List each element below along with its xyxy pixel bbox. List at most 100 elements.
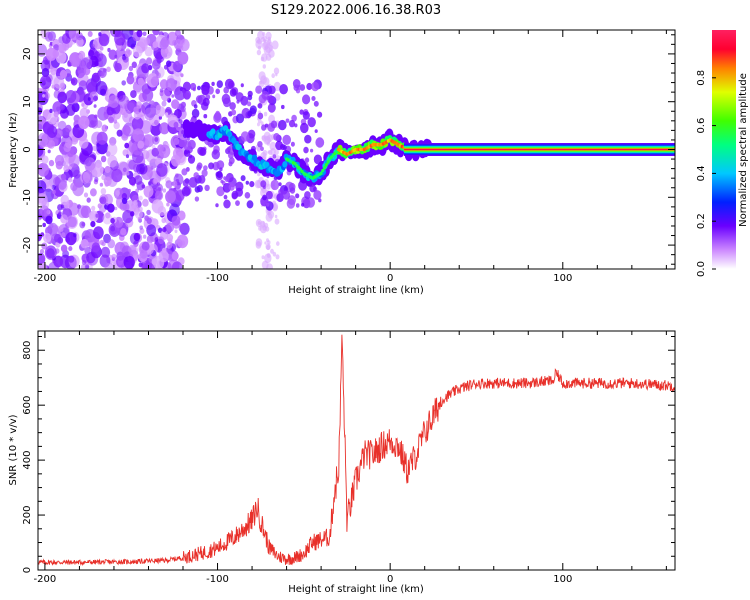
- heat-cell: [69, 53, 81, 68]
- heat-cell: [208, 162, 215, 170]
- heat-band: [404, 149, 675, 150]
- snr-y-tick-label: 600: [22, 396, 33, 415]
- heat-cell: [317, 111, 323, 118]
- heat-cell: [178, 132, 182, 138]
- snr-y-axis-label: SNR (10 * v/v): [8, 414, 19, 485]
- snr-plot-area: [38, 331, 675, 570]
- heat-cell: [323, 165, 327, 170]
- heat-cell: [68, 255, 75, 263]
- heat-cell: [154, 190, 164, 201]
- heat-cell: [251, 154, 258, 161]
- heat-cell: [101, 124, 108, 132]
- heat-cell: [98, 33, 110, 47]
- heat-cell: [129, 232, 140, 245]
- heat-cell: [159, 88, 164, 93]
- heat-cell: [92, 145, 98, 152]
- heat-cell: [97, 203, 103, 209]
- heat-cell: [240, 83, 244, 88]
- heat-cell: [240, 131, 250, 142]
- heat-cell: [146, 224, 157, 237]
- heat-cell: [60, 214, 68, 224]
- heat-cell: [121, 197, 128, 204]
- heat-cell: [70, 77, 78, 86]
- heat-cell: [57, 204, 63, 211]
- heat-cell: [41, 155, 49, 164]
- heat-cell: [141, 63, 150, 74]
- heat-cell: [299, 84, 306, 91]
- heat-cell: [282, 144, 287, 151]
- heat-cell: [57, 91, 67, 104]
- snr-frame: [37, 330, 676, 571]
- heat-cell: [120, 108, 126, 116]
- heat-cell: [84, 157, 96, 172]
- heat-cell: [229, 102, 236, 110]
- heat-cell: [45, 215, 53, 225]
- colorbar-tick-label: 0.6: [696, 118, 707, 134]
- heat-cell: [44, 245, 57, 260]
- heat-cell: [171, 251, 179, 261]
- heat-cell: [174, 30, 181, 37]
- heat-cell: [267, 150, 270, 154]
- heat-cell: [270, 248, 274, 254]
- heat-cell: [266, 253, 271, 258]
- heat-cell: [304, 134, 312, 144]
- heat-cell: [278, 119, 287, 131]
- heat-cell: [166, 222, 175, 233]
- heat-cell: [137, 140, 145, 149]
- heat-cell: [197, 85, 201, 91]
- heat-cell: [265, 31, 272, 40]
- heat-cell: [108, 116, 114, 124]
- heat-cell: [130, 90, 137, 99]
- heat-cell: [276, 193, 284, 203]
- heat-cell: [86, 81, 98, 95]
- heat-cell: [193, 104, 198, 109]
- heat-cell: [137, 216, 142, 222]
- heat-cell: [276, 241, 280, 246]
- heat-cell: [255, 238, 263, 247]
- heat-cell: [59, 254, 71, 269]
- heat-cell: [136, 254, 141, 259]
- heat-cell: [142, 198, 149, 207]
- colorbar-tick-label: 0.2: [696, 213, 707, 229]
- heat-cell: [224, 176, 230, 183]
- heat-cell: [196, 185, 203, 193]
- heat-cell: [106, 106, 115, 116]
- heat-cell: [187, 155, 196, 164]
- heat-cell: [132, 45, 143, 58]
- heat-cell: [244, 192, 251, 199]
- heat-cell: [114, 62, 122, 73]
- heat-cell: [260, 180, 267, 188]
- heat-cell: [272, 251, 277, 257]
- heat-cell: [264, 241, 267, 245]
- heat-cell: [282, 161, 288, 168]
- heat-cell: [171, 261, 183, 269]
- heat-cell: [103, 114, 109, 120]
- heat-cell: [256, 49, 262, 56]
- heat-cell: [326, 160, 330, 164]
- heat-cell: [44, 31, 54, 42]
- heat-cell: [182, 179, 189, 187]
- heat-cell: [313, 190, 322, 200]
- heat-cell: [42, 94, 46, 98]
- heat-cell: [273, 133, 280, 141]
- heat-cell: [121, 55, 127, 61]
- heat-cell: [111, 253, 117, 260]
- heat-cell: [45, 182, 50, 188]
- heat-cell: [56, 106, 61, 112]
- spectrogram-y-tick-label: 10: [22, 95, 33, 108]
- heat-cell: [174, 229, 178, 234]
- heat-cell: [50, 68, 57, 76]
- heat-cell: [106, 143, 118, 156]
- heat-cell: [261, 90, 269, 100]
- heat-cell: [267, 240, 271, 245]
- heat-cell: [114, 206, 118, 211]
- heat-cell: [171, 99, 180, 110]
- heat-cell: [68, 153, 80, 168]
- heat-cell: [180, 73, 184, 78]
- heat-cell: [109, 225, 118, 235]
- heat-cell: [302, 111, 310, 120]
- heat-cell: [157, 236, 165, 245]
- heat-cell: [220, 179, 224, 184]
- heat-cell: [255, 85, 263, 94]
